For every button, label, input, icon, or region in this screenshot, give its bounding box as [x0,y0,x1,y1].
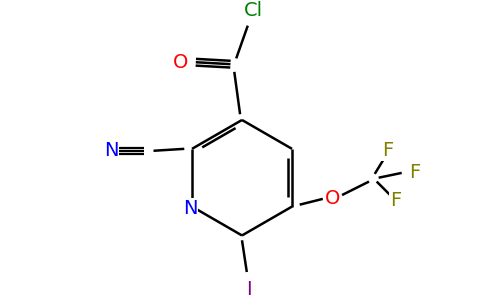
Text: N: N [104,141,119,160]
Text: F: F [382,141,393,160]
Text: F: F [409,164,421,182]
Text: O: O [173,53,188,72]
Text: F: F [390,191,402,210]
Text: I: I [246,280,252,299]
Text: O: O [325,189,340,208]
Text: Cl: Cl [244,1,263,20]
Text: N: N [183,199,197,218]
